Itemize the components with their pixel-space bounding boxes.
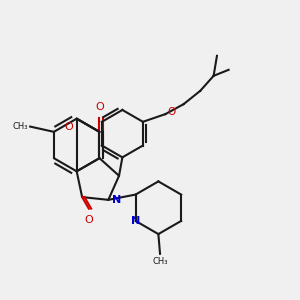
Text: N: N (131, 216, 140, 226)
Text: O: O (95, 102, 104, 112)
Text: CH₃: CH₃ (13, 122, 28, 131)
Text: O: O (64, 122, 73, 132)
Text: CH₃: CH₃ (152, 257, 168, 266)
Text: N: N (112, 195, 121, 205)
Text: O: O (167, 107, 175, 118)
Text: O: O (84, 215, 93, 225)
